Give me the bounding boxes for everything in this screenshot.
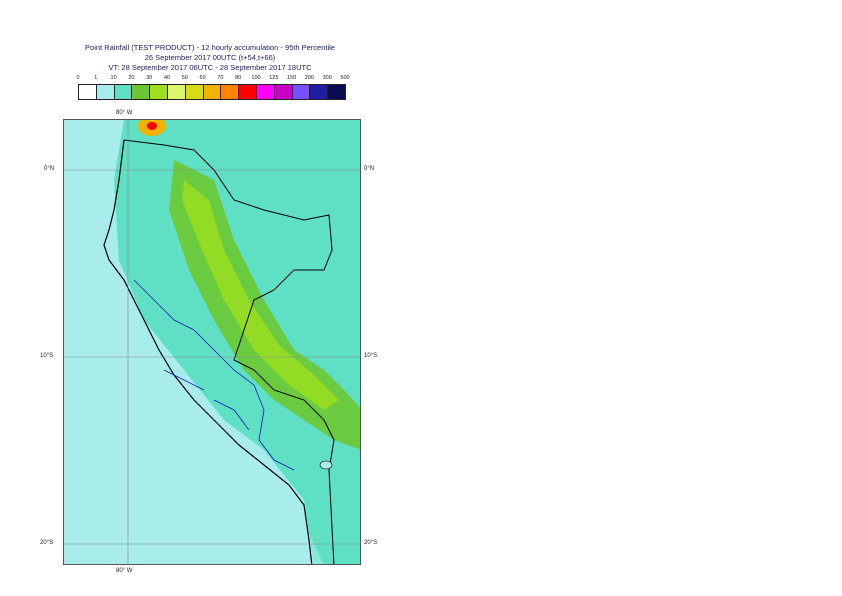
legend-threshold-label: 150 [287, 75, 297, 81]
lat-label-10s-left: 10°S [40, 353, 54, 359]
lat-label-20s-left: 20°S [40, 540, 54, 546]
coastal-strip [99, 240, 324, 564]
legend-swatch [78, 84, 97, 100]
legend-threshold-label: 125 [269, 75, 279, 81]
legend-swatch [131, 84, 151, 100]
coastline [103, 139, 313, 564]
legend-threshold-label: 500 [340, 75, 350, 81]
legend-threshold-label: 0 [76, 75, 80, 81]
legend-threshold-label: 200 [304, 75, 314, 81]
lat-label-10s-right: 10°S [364, 353, 378, 359]
title-line-2: 26 September 2017 00UTC (t+54,t+66) [144, 53, 276, 62]
legend-swatch [184, 84, 204, 100]
legend-threshold-label: 10 [110, 75, 117, 81]
legend-swatch [291, 84, 311, 100]
map-panel [63, 119, 361, 565]
lat-label-0n-right: 0°N [364, 166, 375, 172]
lon-label-bottom: 80° W [116, 568, 133, 574]
rainfall-map [64, 120, 360, 564]
rain-peak-core [147, 122, 157, 130]
lat-label-20s-right: 20°S [364, 540, 378, 546]
legend-swatch [113, 84, 133, 100]
legend-threshold-label: 50 [181, 75, 188, 81]
legend-threshold-label: 20 [128, 75, 135, 81]
rain-band-core [182, 180, 339, 410]
lake-titicaca [319, 460, 333, 470]
lon-label-top: 80° W [116, 110, 133, 116]
legend-swatch [167, 84, 186, 100]
title-line-1: Point Rainfall (TEST PRODUCT) - 12 hourl… [85, 43, 335, 52]
legend-threshold-label: 40 [163, 75, 171, 81]
legend-swatch [309, 84, 329, 100]
lat-label-0n-left: 0°N [44, 166, 55, 172]
country-borders [123, 139, 335, 564]
legend-swatch [273, 84, 293, 100]
legend-threshold-label: 30 [146, 75, 153, 81]
legend-swatch [256, 84, 275, 100]
legend-threshold-label: 70 [217, 75, 224, 81]
legend-swatch [149, 84, 168, 100]
region-borders [133, 279, 295, 471]
legend-threshold-label: 80 [235, 75, 242, 81]
title-line-3: VT: 28 September 2017 06UTC - 28 Septemb… [108, 63, 312, 72]
legend-swatch [95, 84, 115, 100]
legend-threshold-label: 1 [94, 75, 98, 81]
legend-swatch [327, 84, 346, 100]
legend-threshold-label: 100 [251, 75, 261, 81]
legend-threshold-label: 60 [199, 75, 206, 81]
legend-swatch [220, 84, 240, 100]
legend-swatch [202, 84, 222, 100]
legend-threshold-label: 300 [322, 75, 332, 81]
legend-swatch [238, 84, 257, 100]
